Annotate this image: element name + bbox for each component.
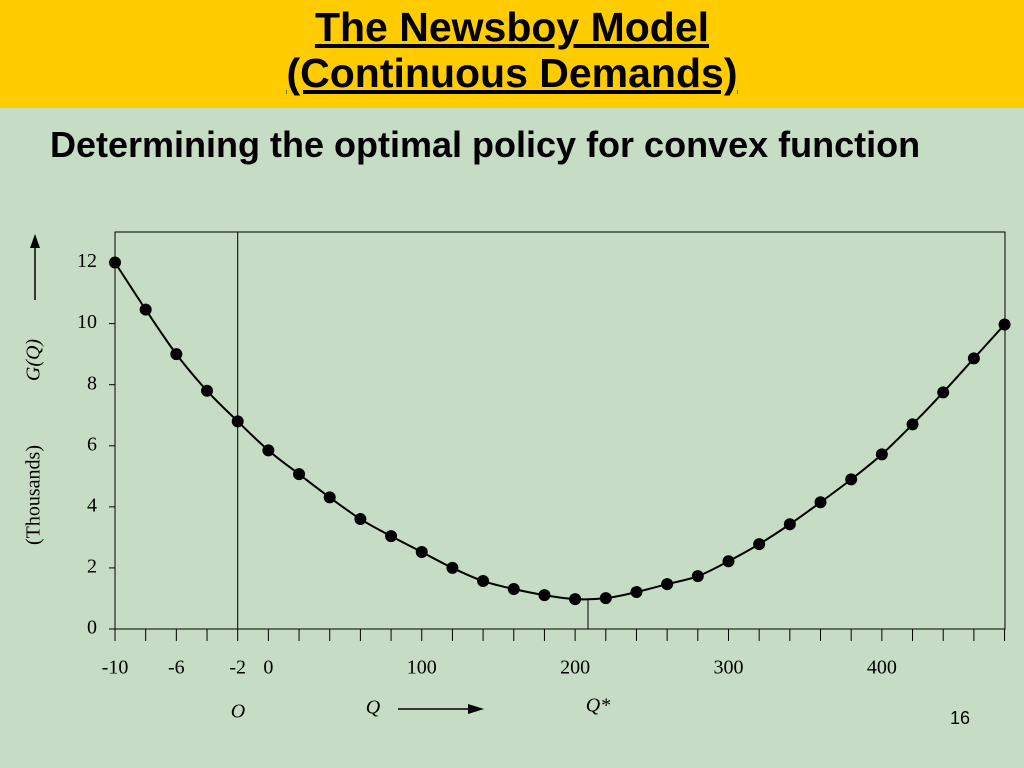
x-tick-label: 200: [560, 657, 590, 679]
point: [323, 491, 336, 504]
point: [354, 513, 367, 526]
point: [446, 561, 459, 574]
plot-frame: [114, 231, 1006, 630]
point: [507, 582, 520, 595]
curve: [114, 261, 1006, 601]
point: [477, 575, 490, 588]
point: [937, 386, 950, 399]
point: [385, 530, 398, 543]
point: [109, 256, 121, 269]
y-tick-label: 8: [87, 372, 97, 394]
point: [661, 578, 674, 591]
y-tick-label: 10: [77, 311, 97, 333]
x-tick-label: -10: [102, 657, 129, 679]
point: [201, 384, 214, 397]
title-band: The Newsboy Model (Continuous Demands): [0, 0, 1024, 108]
point: [875, 448, 888, 461]
y-label: G(Q): [23, 339, 45, 382]
y-arrowhead: [30, 234, 40, 248]
x-tick-label: 400: [867, 657, 897, 679]
point: [630, 586, 643, 599]
point: [170, 348, 183, 361]
page-number: 16: [950, 708, 971, 728]
point: [753, 538, 766, 551]
point: [599, 592, 612, 605]
x-tick-label: 0: [263, 657, 273, 679]
point: [569, 593, 582, 606]
y-tick-label: 2: [87, 556, 97, 578]
x-tick-label: 100: [407, 657, 437, 679]
y-tick-label: 0: [87, 617, 97, 639]
x-tick-label: 300: [713, 657, 743, 679]
x-tick-label: -6: [168, 657, 185, 679]
title-line: (Continuous Demands): [286, 50, 738, 96]
y-tick-label: 12: [77, 250, 97, 272]
point: [814, 496, 827, 509]
y-unit-label: (Thousands): [23, 445, 45, 545]
point: [415, 546, 428, 559]
y-tick-label: 4: [87, 494, 97, 516]
x-tick-label: -2: [229, 657, 246, 679]
annotation: Q*: [586, 695, 610, 717]
point: [293, 468, 306, 481]
x-arrowhead: [468, 704, 484, 714]
point: [691, 570, 704, 583]
point: [538, 589, 551, 602]
x-label: Q: [366, 697, 381, 719]
point: [262, 444, 275, 457]
title-line: The Newsboy Model: [314, 4, 710, 50]
point: [906, 418, 919, 431]
annotation: O: [231, 701, 245, 723]
point: [783, 518, 796, 531]
point: [139, 303, 152, 316]
point: [722, 555, 735, 568]
point: [998, 318, 1011, 331]
heading: Determining the optimal policy for conve…: [50, 124, 921, 165]
point: [231, 415, 244, 428]
y-tick-label: 6: [87, 433, 97, 455]
point: [845, 473, 858, 486]
point: [967, 352, 980, 365]
